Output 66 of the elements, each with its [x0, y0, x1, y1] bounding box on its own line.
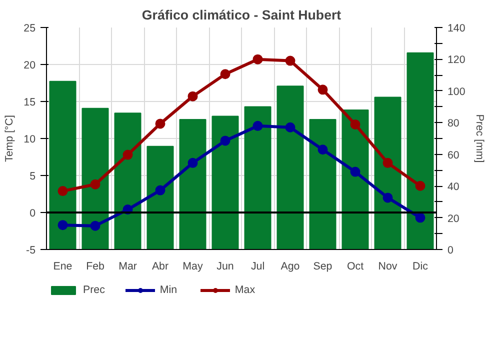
bar — [49, 80, 76, 250]
bar — [374, 96, 402, 250]
y2-tick-label: 40 — [448, 181, 460, 194]
y2-tick-label: 140 — [448, 22, 466, 34]
point — [90, 220, 100, 231]
x-tick-label: Nov — [378, 260, 398, 272]
x-tick-label: Dic — [412, 260, 429, 272]
bar — [406, 52, 434, 250]
chart-title: Gráfico climático - Saint Hubert — [142, 8, 342, 22]
bar — [244, 106, 272, 250]
x-tick-label: Mar — [118, 260, 138, 272]
legend-label: Min — [160, 284, 178, 296]
point — [350, 119, 360, 130]
point — [285, 122, 296, 132]
point — [90, 179, 100, 190]
y2-axis-title: Prec [mm] — [473, 114, 486, 163]
point — [382, 158, 393, 168]
y-tick-label: -5 — [26, 244, 36, 256]
y-axis-title: Temp [°C] — [4, 115, 16, 162]
y2-tick-label: 80 — [448, 118, 460, 130]
point — [58, 220, 68, 230]
point — [155, 118, 166, 129]
point — [220, 69, 230, 80]
x-tick-label: Ago — [280, 260, 300, 272]
point — [58, 186, 68, 196]
point — [252, 120, 263, 131]
y2-tick-label: 20 — [448, 212, 460, 225]
x-tick-label: Jun — [216, 260, 234, 272]
point — [382, 192, 393, 203]
y2-tick-label: 120 — [448, 54, 466, 66]
point — [155, 185, 166, 196]
x-tick-label: Feb — [86, 260, 105, 272]
point — [188, 158, 198, 168]
legend-label: Prec — [83, 284, 105, 296]
x-tick-label: Oct — [346, 260, 364, 272]
bar — [212, 116, 239, 250]
legend-label: Max — [234, 284, 256, 296]
point — [415, 180, 426, 191]
point — [122, 150, 133, 160]
bar — [146, 146, 174, 250]
bar — [179, 118, 206, 250]
bar — [114, 112, 142, 250]
point — [285, 56, 296, 66]
y-tick-label: 25 — [24, 22, 36, 34]
y-tick-label: 5 — [30, 170, 36, 182]
y2-tick-label: 0 — [448, 244, 454, 256]
bar — [276, 86, 304, 250]
point — [220, 136, 230, 146]
point — [350, 166, 360, 177]
point — [415, 212, 426, 223]
point — [318, 84, 328, 95]
point — [318, 144, 328, 155]
y-tick-label: 20 — [24, 60, 36, 72]
x-tick-label: Sep — [313, 260, 332, 272]
x-tick-label: Jul — [250, 260, 265, 272]
x-tick-label: May — [182, 260, 204, 272]
point — [252, 54, 263, 64]
bar — [309, 118, 336, 250]
x-tick-label: Abr — [152, 260, 169, 272]
y2-tick-label: 60 — [448, 149, 460, 162]
y-tick-label: 10 — [24, 134, 36, 146]
x-tick-label: Ene — [53, 260, 72, 272]
y2-tick-label: 100 — [448, 86, 466, 98]
y-tick-label: 0 — [30, 208, 36, 220]
y-tick-label: 15 — [24, 96, 36, 108]
point — [188, 91, 198, 102]
